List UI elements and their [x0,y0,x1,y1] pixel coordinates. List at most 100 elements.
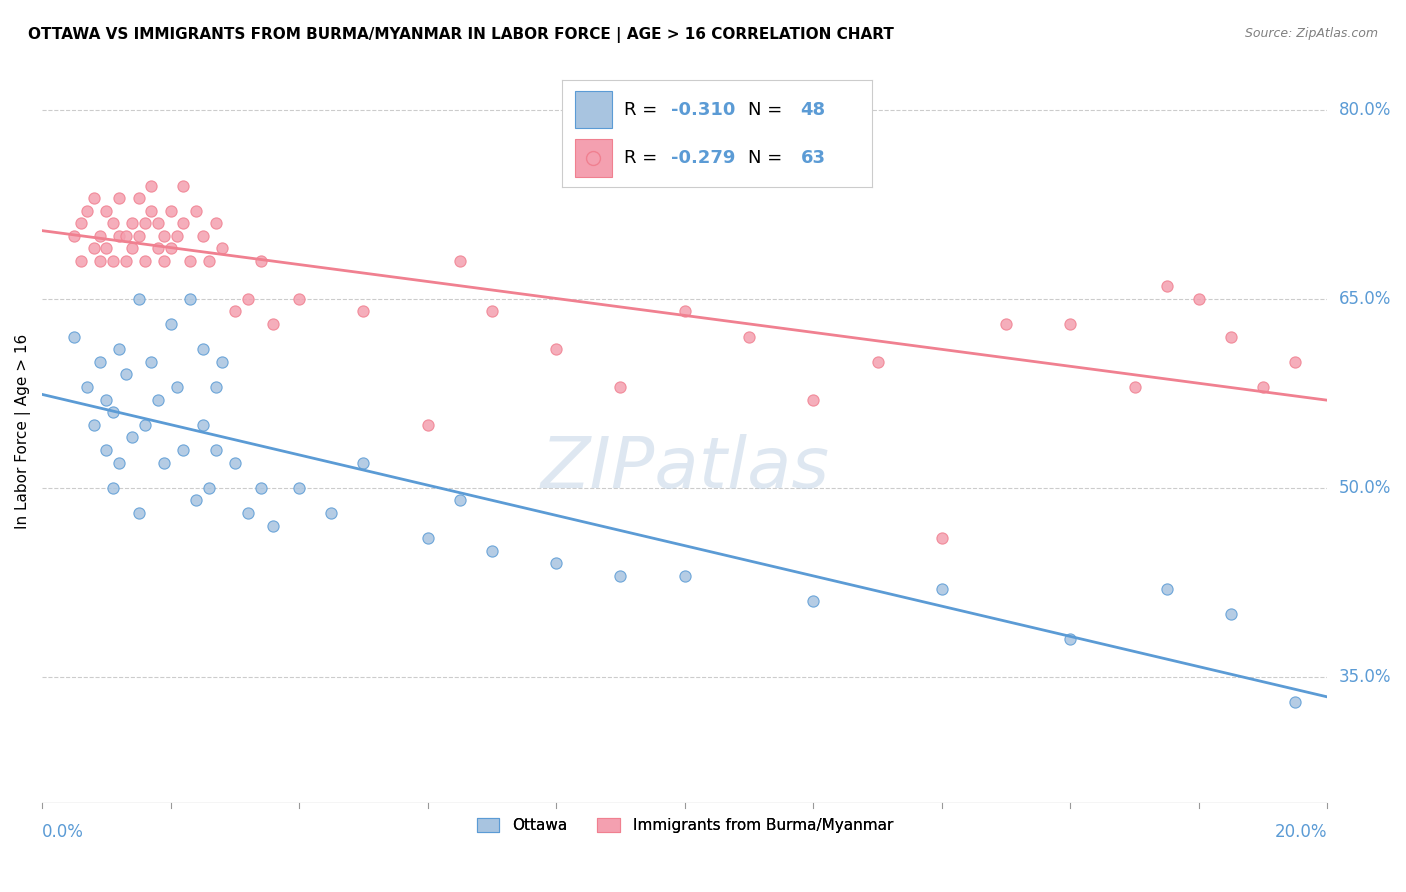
Point [166,380,188,394]
Text: R =: R = [624,150,664,168]
Point [101,405,124,419]
Point [546,343,568,357]
Point [224,456,246,470]
Point [108,343,131,357]
Text: N =: N = [748,150,787,168]
Point [1251,380,1274,394]
Point [89,228,111,243]
Point [204,216,226,230]
Point [159,203,181,218]
Point [191,228,214,243]
Point [166,228,188,243]
Text: 63: 63 [800,150,825,168]
Point [288,481,311,495]
Point [108,191,131,205]
Point [173,442,195,457]
Text: Source: ZipAtlas.com: Source: ZipAtlas.com [1244,27,1378,40]
Point [128,191,150,205]
Point [449,254,471,268]
Point [83,242,105,256]
Point [141,355,163,369]
Text: N =: N = [748,102,787,120]
Point [416,417,439,432]
Point [134,216,156,230]
Point [134,254,156,268]
Point [141,203,163,218]
Point [801,594,824,608]
Point [101,254,124,268]
Point [191,343,214,357]
Point [153,228,176,243]
Y-axis label: In Labor Force | Age > 16: In Labor Force | Age > 16 [15,334,31,529]
Point [931,531,953,545]
Point [159,317,181,331]
Point [224,304,246,318]
Point [1059,632,1081,646]
Point [173,178,195,193]
Point [249,481,271,495]
Point [96,242,118,256]
Point [288,292,311,306]
Text: ZIPatlas: ZIPatlas [540,434,830,503]
Point [179,292,201,306]
Point [801,392,824,407]
Text: 50.0%: 50.0% [1339,479,1391,497]
Point [96,392,118,407]
Point [995,317,1018,331]
Point [101,481,124,495]
Point [546,557,568,571]
Point [83,191,105,205]
Point [69,216,91,230]
Point [1123,380,1146,394]
Point [134,417,156,432]
Text: 65.0%: 65.0% [1339,290,1391,308]
Point [63,329,86,343]
Point [198,254,221,268]
Point [673,304,696,318]
Point [114,254,136,268]
Point [146,242,169,256]
Point [186,203,208,218]
Point [1284,695,1306,709]
Point [108,456,131,470]
Text: R =: R = [624,102,664,120]
Point [128,506,150,520]
Point [89,254,111,268]
Point [609,380,631,394]
Point [146,392,169,407]
Text: -0.310: -0.310 [671,102,735,120]
Point [236,292,259,306]
Point [121,430,143,444]
Point [146,216,169,230]
Text: 20.0%: 20.0% [1275,823,1327,841]
Point [931,582,953,596]
Point [128,292,150,306]
Point [1284,355,1306,369]
Text: 0.0%: 0.0% [42,823,84,841]
Point [1188,292,1211,306]
Point [76,203,98,218]
Point [114,228,136,243]
Point [236,506,259,520]
Point [121,242,143,256]
Point [481,543,503,558]
Legend: Ottawa, Immigrants from Burma/Myanmar: Ottawa, Immigrants from Burma/Myanmar [471,813,898,839]
Point [1156,279,1178,293]
Point [481,304,503,318]
Point [198,481,221,495]
Point [1059,317,1081,331]
Point [262,518,284,533]
Point [76,380,98,394]
Point [63,228,86,243]
Point [69,254,91,268]
Point [673,569,696,583]
Point [173,216,195,230]
Point [609,569,631,583]
Point [121,216,143,230]
Point [101,216,124,230]
Point [211,355,233,369]
Point [108,228,131,243]
Point [1156,582,1178,596]
Text: 35.0%: 35.0% [1339,668,1391,686]
Point [1220,607,1243,621]
